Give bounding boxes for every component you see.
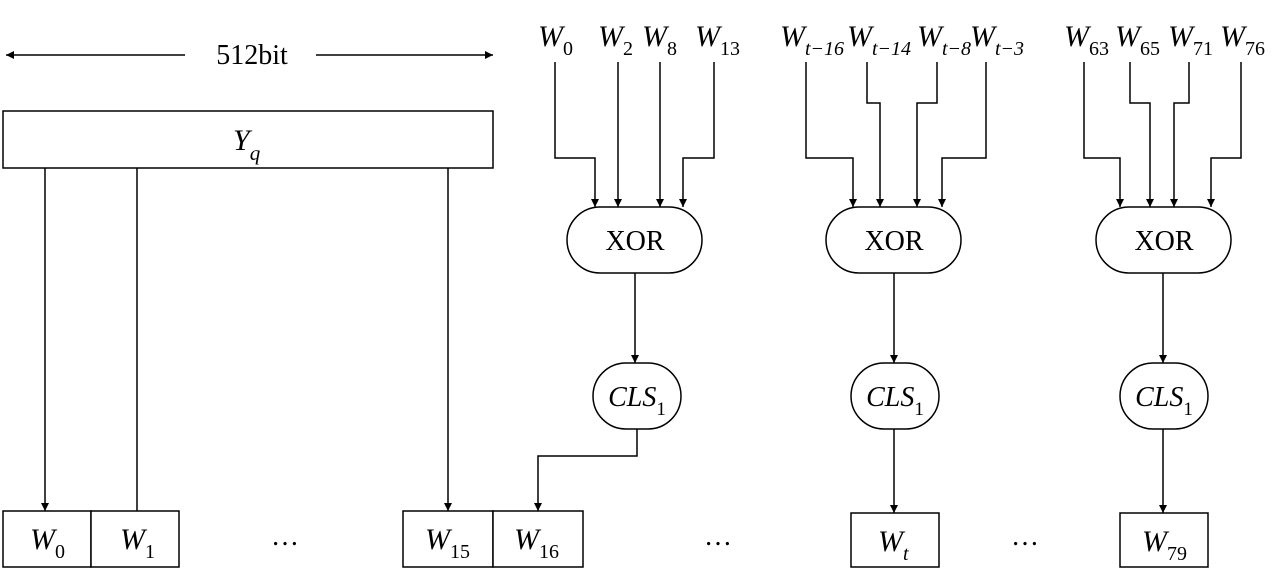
group-2-cls-node (850, 362, 940, 430)
ellipsis-2: … (704, 521, 732, 552)
output-label-w1: W1 (120, 523, 155, 563)
group-3-input-1: W65 (1115, 20, 1160, 60)
group-3-input-3: W76 (1220, 20, 1265, 60)
group-2-wire-2 (913, 62, 938, 207)
group-1: W0 W2 W8 W13 XOR CLS1 (534, 20, 740, 511)
output-box-w1 (90, 510, 180, 568)
group-1-input-0: W0 (538, 20, 573, 60)
group-1-cls-label: CLS1 (608, 382, 666, 420)
group-2-input-0: Wt−16 (780, 20, 844, 60)
group-1-input-1: W2 (598, 20, 633, 60)
ellipsis-1: … (271, 521, 299, 552)
group-3-wire-1 (1129, 62, 1154, 207)
output-box-w79 (1119, 512, 1209, 568)
group-3-wire-3 (1207, 62, 1242, 207)
group-2-wire-3 (938, 62, 987, 207)
group-3-xor-label: XOR (1134, 226, 1193, 257)
group-1-xor-label: XOR (605, 226, 664, 257)
output-box-w0 (2, 510, 92, 568)
group-2: Wt−16 Wt−14 Wt−8 Wt−3 XOR CLS1 (780, 20, 1024, 513)
group-2-wire-1 (866, 62, 884, 207)
group-3-cls-node (1119, 362, 1209, 430)
group-1-arrow-cls-to-w16 (534, 429, 638, 511)
group-3-wire-0 (1083, 62, 1124, 207)
group-3: W63 W65 W71 W76 XOR CLS1 (1064, 20, 1265, 513)
group-2-wire-0 (805, 62, 857, 207)
group-3-cls-label: CLS1 (1135, 382, 1193, 420)
output-label-w0: W0 (30, 523, 65, 563)
output-box-w15 (402, 510, 494, 568)
output-label-w16: W16 (514, 523, 559, 563)
group-2-input-2: Wt−8 (917, 20, 971, 60)
output-box-w16 (492, 510, 584, 568)
group-3-input-2: W71 (1168, 20, 1213, 60)
output-label-w79: W79 (1142, 525, 1187, 565)
group-2-cls-label: CLS1 (866, 382, 924, 420)
group-3-wire-2 (1170, 62, 1190, 207)
group-3-input-0: W63 (1064, 20, 1109, 60)
group-2-xor-label: XOR (864, 226, 923, 257)
group-1-input-2: W8 (642, 20, 677, 60)
group-2-input-3: Wt−3 (970, 20, 1024, 60)
group-1-wire-0 (554, 62, 599, 207)
output-label-w15: W15 (425, 523, 470, 563)
width-label: 512bit (216, 40, 288, 71)
group-2-input-1: Wt−14 (847, 20, 911, 60)
ellipsis-3: … (1011, 521, 1039, 552)
output-box-wt (850, 512, 940, 568)
output-label-wt: Wt (878, 525, 909, 565)
source-block-label: Yq (233, 124, 261, 165)
source-block-yq (2, 110, 494, 169)
group-1-wire-3 (679, 62, 715, 207)
group-1-input-3: W13 (695, 20, 740, 60)
